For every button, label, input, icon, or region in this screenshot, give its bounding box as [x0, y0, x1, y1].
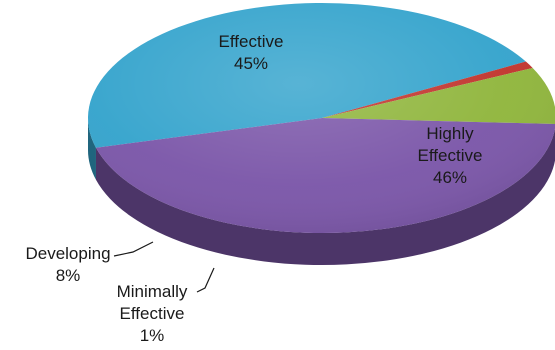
label-highly-effective: Highly Effective 46% — [418, 124, 483, 187]
leader-lines — [113, 241, 215, 293]
label-effective: Effective 45% — [219, 32, 284, 73]
slice-labels: Highly Effective 46% Minimally Effective 1%De… — [25, 32, 482, 345]
label-developing: Developing 8% — [25, 244, 110, 285]
label-minimally-effective: Minimally Effective 1% — [117, 282, 188, 345]
pie-top-faces — [87, 2, 555, 233]
leader-minimally-effective — [196, 267, 215, 293]
leader-developing — [113, 241, 154, 257]
